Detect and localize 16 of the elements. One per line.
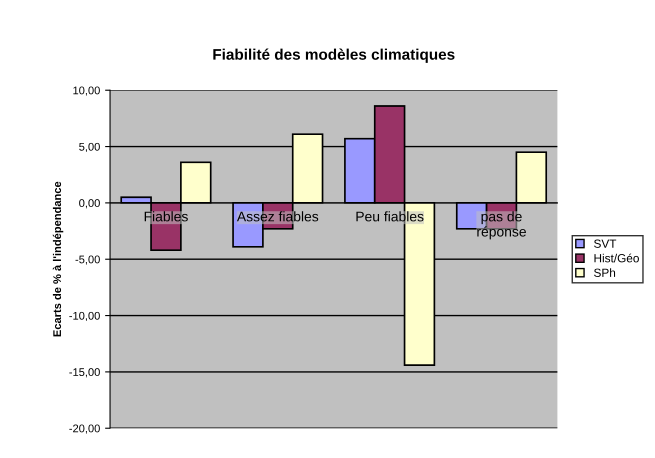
legend-label: SVT [594,239,616,248]
chart-title: Fiabilité des modèles climatiques [213,48,455,63]
legend-label: SPh [594,268,616,277]
x-tick-label: Peu fiables [356,211,424,222]
x-tick-label: pas de réponse [477,211,526,240]
y-tick-label: -5,00 [75,255,100,265]
y-tick-label: 0,00 [79,199,100,208]
x-tick-label: Assez fiables [236,211,318,222]
y-tick-label: 10,00 [73,86,100,96]
y-tick-label: -10,00 [69,312,100,322]
y-tick-label: -20,00 [69,424,100,434]
y-axis-title: Ecarts de % à l'indépendance [52,182,64,336]
y-tick-label: 5,00 [79,142,100,152]
legend-label: Hist/Géo [594,254,639,262]
y-tick-label: -15,00 [69,368,100,378]
x-tick-label: Fiables [144,211,188,222]
